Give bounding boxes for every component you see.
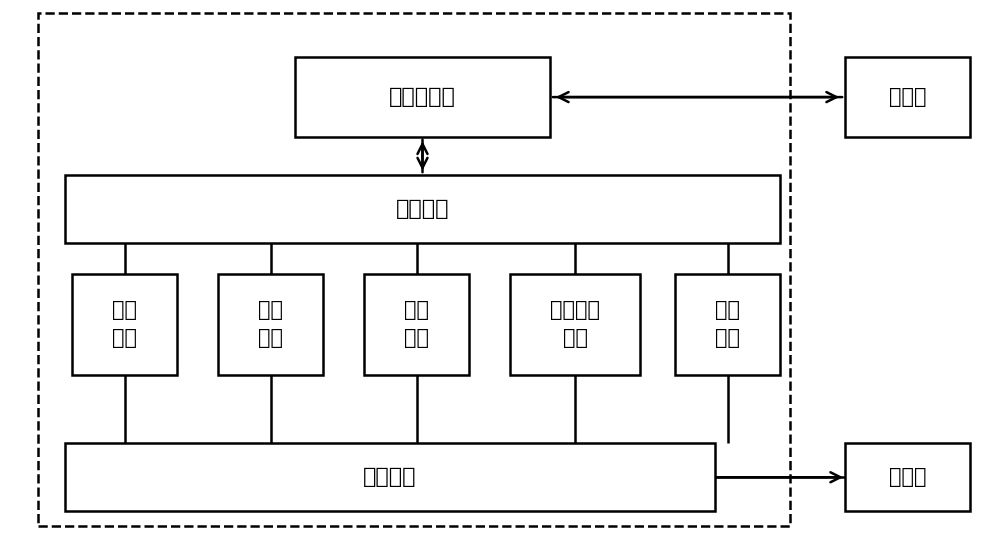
- Text: 主控单元: 主控单元: [396, 199, 449, 219]
- Text: 电动机: 电动机: [889, 467, 926, 487]
- Bar: [845, 443, 970, 511]
- Text: 存储
模块: 存储 模块: [258, 300, 283, 348]
- Bar: [510, 274, 640, 375]
- Bar: [845, 57, 970, 137]
- Bar: [65, 175, 780, 243]
- Bar: [65, 443, 715, 511]
- Text: 触控显示屏: 触控显示屏: [389, 87, 456, 107]
- Text: 蓄电池组: 蓄电池组: [363, 467, 417, 487]
- Bar: [364, 274, 469, 375]
- Text: 上位机: 上位机: [889, 87, 926, 107]
- Bar: [72, 274, 177, 375]
- Bar: [675, 274, 780, 375]
- Bar: [295, 57, 550, 137]
- Text: 测试
模块: 测试 模块: [715, 300, 740, 348]
- Bar: [38, 13, 790, 526]
- Text: 采集
模块: 采集 模块: [112, 300, 137, 348]
- Text: 优化控制
模块: 优化控制 模块: [550, 300, 600, 348]
- Bar: [218, 274, 323, 375]
- Text: 计算
模块: 计算 模块: [404, 300, 429, 348]
